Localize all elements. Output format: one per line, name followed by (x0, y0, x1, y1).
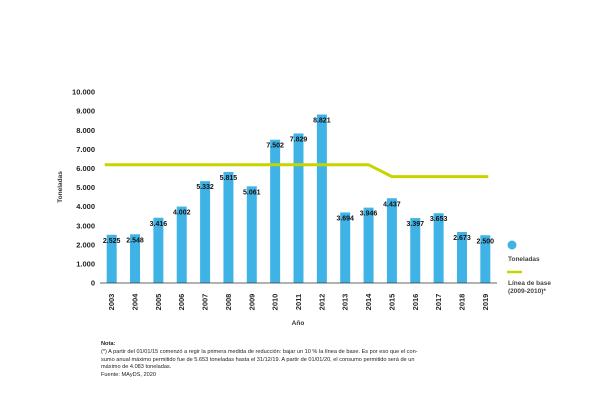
notes-line: máximo de 4.083 toneladas. (101, 364, 172, 371)
x-tick-label: 2004 (131, 293, 140, 311)
y-tick-label: 7.000 (76, 145, 95, 154)
y-tick-label: 4.000 (76, 202, 95, 211)
bar-data-label: 7.829 (290, 136, 308, 143)
bar (410, 218, 421, 283)
bar (316, 114, 327, 284)
bar-data-label: 4.437 (383, 201, 401, 208)
notes-line: sumo anual máximo permitido fue de 5.653… (101, 356, 415, 363)
bar-data-label: 3.694 (336, 215, 354, 222)
x-tick-label: 2012 (317, 294, 326, 311)
x-tick-label: 2018 (457, 294, 466, 311)
legend-line-label: Línea de base (508, 280, 551, 287)
x-tick-label: 2011 (294, 294, 303, 310)
bar (363, 207, 374, 283)
y-tick-label: 0 (91, 279, 95, 288)
bar-data-label: 2.525 (103, 238, 121, 245)
x-tick-label: 2006 (177, 294, 186, 311)
y-tick-label: 8.000 (76, 126, 95, 135)
x-tick-label: 2009 (247, 294, 256, 311)
bar-data-label: 5.332 (196, 184, 214, 191)
bar-data-label: 2.673 (453, 235, 471, 242)
x-tick-label: 2017 (434, 294, 443, 311)
bar (480, 235, 491, 283)
y-axis-title: Toneladas (57, 171, 64, 203)
bar-data-label: 2.500 (477, 238, 495, 245)
bar-data-label: 3.397 (406, 221, 424, 228)
baseline-line (104, 163, 489, 179)
y-tick-label: 10.000 (72, 88, 95, 97)
chart-notes: Nota: (*) A partir del 01/01/15 comenzó … (101, 341, 521, 380)
notes-line: (*) A partir del 01/01/15 comenzó a regi… (101, 348, 418, 355)
bar (176, 206, 187, 283)
legend-bar-swatch (507, 240, 517, 250)
legend-line-label: (2009-2010)* (508, 288, 546, 295)
notes-source: Fuente: MAyDS, 2020 (101, 372, 156, 379)
bar-data-label: 8.821 (313, 118, 331, 125)
bar (433, 213, 444, 283)
x-tick-label: 2007 (201, 294, 210, 311)
bar (456, 231, 467, 283)
y-tick-label: 1.000 (76, 260, 95, 269)
notes-title: Nota: (101, 341, 116, 347)
x-tick-label: 2019 (481, 294, 490, 311)
bar (293, 133, 304, 283)
x-axis: 2003 2004 2005 2006 2007 2008 2009 2010 2011 2012… (100, 282, 497, 311)
x-tick-label: 2013 (341, 294, 350, 311)
bar (246, 186, 257, 283)
y-tick-label: 3.000 (76, 221, 95, 230)
legend: Toneladas Línea de base(2009-2010)* (507, 240, 551, 295)
y-tick-label: 5.000 (76, 183, 95, 192)
bar (270, 139, 281, 283)
x-tick-label: 2015 (387, 294, 396, 311)
bar (223, 171, 234, 283)
bar (130, 234, 141, 283)
bar-data-label: 7.502 (266, 143, 284, 150)
bar-series: 2.525 2.548 3.416 4.002 5.332 5.815 5.061 7.502… (103, 114, 495, 284)
bar (153, 217, 164, 283)
x-tick-label: 2010 (271, 294, 280, 311)
bar-data-label: 3.653 (430, 216, 448, 223)
y-axis: 0 1.000 2.000 3.000 4.000 5.000 6.000 7.000 8.00… (72, 88, 95, 288)
baseline-series (104, 163, 489, 179)
bar (340, 212, 351, 283)
legend-bar-label: Toneladas (508, 256, 540, 263)
x-tick-label: 2008 (224, 294, 233, 311)
y-tick-label: 9.000 (76, 107, 95, 116)
bar-data-label: 3.946 (360, 211, 378, 218)
y-tick-label: 6.000 (76, 164, 95, 173)
bar (106, 234, 117, 283)
x-tick-label: 2005 (154, 294, 163, 311)
bar-data-label: 3.416 (150, 221, 168, 228)
y-tick-label: 2.000 (76, 240, 95, 249)
bar-data-label: 5.061 (243, 189, 261, 196)
x-tick-label: 2003 (107, 294, 116, 311)
bar (200, 181, 211, 283)
bar (386, 198, 397, 283)
bar-data-label: 5.815 (220, 175, 238, 182)
x-tick-label: 2016 (411, 294, 420, 311)
x-axis-title: Año (292, 320, 305, 327)
bar-data-label: 4.002 (173, 210, 191, 217)
bar-data-label: 2.548 (126, 237, 144, 244)
x-tick-label: 2014 (364, 293, 373, 311)
